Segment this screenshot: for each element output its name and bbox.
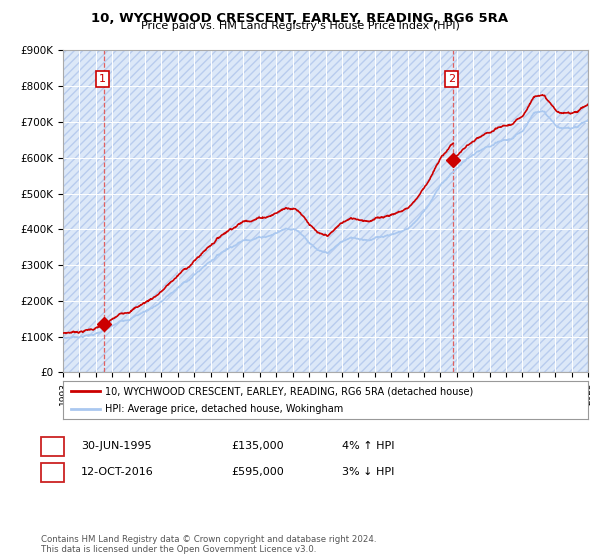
Text: HPI: Average price, detached house, Wokingham: HPI: Average price, detached house, Woki… <box>105 404 343 414</box>
Text: 10, WYCHWOOD CRESCENT, EARLEY, READING, RG6 5RA: 10, WYCHWOOD CRESCENT, EARLEY, READING, … <box>91 12 509 25</box>
Text: £135,000: £135,000 <box>231 441 284 451</box>
Text: 10, WYCHWOOD CRESCENT, EARLEY, READING, RG6 5RA (detached house): 10, WYCHWOOD CRESCENT, EARLEY, READING, … <box>105 386 473 396</box>
Text: 2: 2 <box>49 465 56 478</box>
Text: 2: 2 <box>448 74 455 84</box>
Bar <box>63 50 588 372</box>
Text: 3% ↓ HPI: 3% ↓ HPI <box>342 466 394 477</box>
Text: Price paid vs. HM Land Registry's House Price Index (HPI): Price paid vs. HM Land Registry's House … <box>140 21 460 31</box>
Text: 30-JUN-1995: 30-JUN-1995 <box>81 441 152 451</box>
Text: 4% ↑ HPI: 4% ↑ HPI <box>342 441 395 451</box>
Text: 1: 1 <box>99 74 106 84</box>
Text: Contains HM Land Registry data © Crown copyright and database right 2024.
This d: Contains HM Land Registry data © Crown c… <box>41 535 376 554</box>
Text: 12-OCT-2016: 12-OCT-2016 <box>81 466 154 477</box>
Text: 1: 1 <box>49 440 56 453</box>
Text: £595,000: £595,000 <box>231 466 284 477</box>
